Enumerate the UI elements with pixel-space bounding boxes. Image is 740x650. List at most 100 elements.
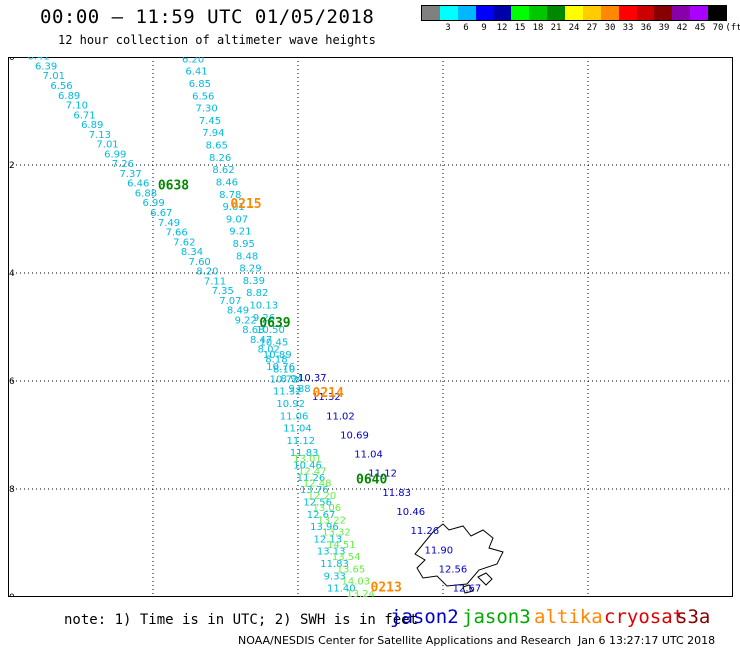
track-time-label: 0215 (230, 197, 261, 212)
wave-height-value: 11.32 (312, 392, 341, 403)
wave-height-value: 6.88 (135, 188, 157, 199)
legend-swatch (690, 6, 708, 20)
wave-height-value: 14.51 (327, 540, 356, 551)
wave-height-value: 12.47 (298, 466, 327, 477)
wave-height-value: 12.13 (314, 534, 343, 545)
legend-color-bar (421, 5, 727, 21)
footer-note: note: 1) Time is in UTC; 2) SWH is in fe… (64, 612, 419, 628)
wave-height-value: 6.46 (127, 179, 149, 190)
wave-height-value: 9.01 (222, 202, 244, 213)
wave-height-value: 6.20 (182, 57, 204, 65)
legend-label: 18 (532, 23, 544, 33)
satellite-s3a: s3a (676, 606, 711, 628)
wave-height-value: 10.89 (263, 350, 292, 361)
map-svg: 606366697275-40-42-44-46-48-506.416.397.… (8, 57, 733, 597)
wave-height-value: 6.99 (142, 198, 164, 209)
legend-label: 12 (496, 23, 508, 33)
wave-height-value: 8.10 (273, 364, 295, 375)
wave-height-value: 6.67 (150, 208, 172, 219)
wave-height-value: 8.62 (212, 165, 234, 176)
legend-swatch (439, 6, 458, 20)
wave-height-value: 14.03 (342, 577, 371, 588)
wave-height-value: 7.49 (158, 218, 180, 229)
legend-swatch (654, 6, 673, 20)
track-time-label: 0638 (158, 178, 189, 193)
wave-height-value: 7.66 (166, 228, 188, 239)
y-tick-label: -40 (8, 57, 15, 63)
legend-label: 45 (694, 23, 706, 33)
wave-height-value: 9.33 (324, 571, 346, 582)
wave-height-value: 8.46 (216, 177, 238, 188)
track-time-label: 0640 (356, 473, 387, 488)
wave-height-value: 10.92 (276, 399, 305, 410)
satellite-altika: altika (534, 606, 603, 628)
legend-swatch (493, 6, 512, 20)
legend-swatch (672, 6, 691, 20)
page-subtitle: 12 hour collection of altimeter wave hei… (58, 33, 376, 47)
wave-height-value: 6.41 (185, 67, 207, 78)
wave-height-value: 8.49 (227, 306, 249, 317)
y-tick-label: -48 (8, 485, 15, 495)
wave-height-value: 13.06 (313, 503, 342, 514)
wave-height-value: 11.12 (368, 469, 397, 480)
wave-height-value: 11.32 (273, 387, 302, 398)
wave-height-value: 11.83 (320, 559, 349, 570)
wave-height-value: 7.10 (66, 101, 88, 112)
wave-height-value: 13.54 (332, 552, 361, 563)
legend-label: 24 (568, 23, 580, 33)
wave-height-value: 12.20 (308, 491, 337, 502)
satellite-jason3: jason3 (462, 606, 531, 628)
wave-height-value: 12.67 (307, 510, 336, 521)
wave-height-value: 9.22 (235, 315, 257, 326)
wave-height-value: 11.90 (425, 545, 454, 556)
wave-height-value: 11.26 (297, 473, 326, 484)
wave-height-value: 6.39 (35, 61, 57, 72)
wave-height-value: 13.22 (317, 515, 346, 526)
wave-height-value: 10.46 (293, 461, 322, 472)
island-outline (414, 523, 504, 594)
wave-height-value: 8.26 (209, 153, 231, 164)
legend-swatch (636, 6, 655, 20)
wave-height-value: 8.65 (206, 141, 228, 152)
wave-height-value: 6.41 (27, 57, 49, 63)
legend-swatch (475, 6, 494, 20)
wave-height-value: 6.89 (58, 91, 80, 102)
wave-height-value: 11.02 (326, 411, 355, 422)
credit-timestamp: Jan 6 13:27:17 UTC 2018 (578, 634, 716, 647)
wave-height-value: 6.85 (189, 79, 211, 90)
wave-height-value: 10.45 (260, 337, 289, 348)
legend-swatch (565, 6, 583, 20)
wave-height-value: 10.50 (256, 325, 285, 336)
legend-label: 15 (514, 23, 526, 33)
map-area: 606366697275-40-42-44-46-48-506.416.397.… (8, 57, 733, 597)
wave-height-value: 6.56 (50, 81, 72, 92)
credit-text: NOAA/NESDIS Center for Satellite Applica… (238, 634, 572, 647)
wave-height-value: 10.72 (270, 374, 299, 385)
wave-height-value: 12.67 (453, 584, 482, 595)
track-time-label: 0213 (371, 581, 402, 596)
wave-height-value: 8.29 (239, 264, 261, 275)
wave-height-value: 8.78 (219, 190, 241, 201)
wave-height-value: 9.26 (253, 313, 275, 324)
wave-height-value: 7.11 (204, 276, 226, 287)
wave-height-value: 8.20 (196, 267, 218, 278)
wave-height-value: 10.69 (340, 430, 369, 441)
wave-height-value: 8.48 (236, 251, 258, 262)
wave-height-value: 13.96 (310, 522, 339, 533)
wave-height-value: 11.06 (280, 411, 309, 422)
legend-swatch (547, 6, 565, 20)
wave-height-value: 7.13 (89, 130, 111, 141)
track-time-label: 0637 (56, 57, 87, 61)
wave-height-value: 8.94 (281, 374, 303, 385)
y-tick-label: -44 (8, 269, 15, 279)
wave-height-value: 7.01 (43, 71, 65, 82)
wave-height-value: 13.01 (293, 454, 322, 465)
wave-height-value: 7.35 (212, 286, 234, 297)
wave-height-value: 13.32 (322, 528, 351, 539)
map-border (8, 57, 733, 597)
wave-height-value: 8.18 (265, 354, 287, 365)
legend-label: 6 (463, 23, 469, 33)
legend-swatch (600, 6, 619, 20)
wave-height-value: 13.24 (346, 589, 375, 597)
